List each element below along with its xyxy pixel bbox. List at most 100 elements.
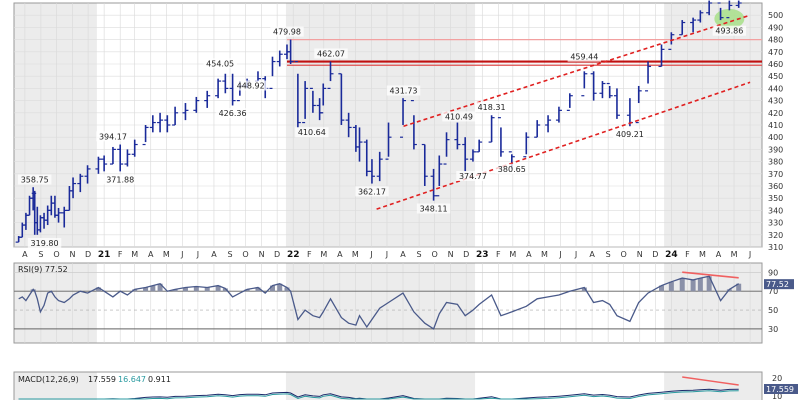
price-annotation: 348.11 (420, 205, 448, 214)
rsi-shaded-period (664, 263, 762, 343)
highlight-circle (714, 8, 745, 29)
macd-last-value-box (764, 384, 798, 394)
x-tick-label: M (163, 250, 170, 259)
x-tick-label: J (369, 250, 372, 259)
x-tick-label: N (637, 250, 643, 259)
x-tick-label: M (699, 250, 706, 259)
y-tick-label: 360 (768, 182, 783, 191)
price-annotation: 358.75 (21, 176, 49, 185)
rsi-y-tick-label: 70 (768, 287, 778, 296)
x-tick-label: 24 (665, 250, 678, 260)
rsi-shaded-period (285, 263, 476, 343)
x-tick-label: M (541, 250, 548, 259)
x-tick-label: O (242, 250, 248, 259)
x-tick-label: J (748, 250, 751, 259)
macd-label: MACD(12,26,9) (18, 375, 79, 384)
x-tick-label: M (731, 250, 738, 259)
price-annotation-bg (270, 26, 304, 37)
y-tick-label: 390 (768, 145, 783, 154)
rsi-last-value-box (764, 279, 794, 290)
x-tick-label: J (574, 250, 577, 259)
price-annotation: 409.21 (616, 130, 644, 139)
y-tick-label: 400 (768, 133, 783, 142)
price-annotation: 431.73 (390, 86, 418, 95)
rsi-y-tick-label: 30 (768, 325, 778, 334)
x-tick-label: A (211, 250, 217, 259)
x-tick-label: N (448, 250, 454, 259)
x-tick-label: S (417, 250, 422, 259)
price-annotation: 374.77 (459, 172, 487, 181)
price-annotation-bg (295, 127, 329, 138)
price-annotation: 319.80 (31, 239, 59, 248)
y-tick-label: 440 (768, 84, 783, 93)
rsi-y-tick-label: 50 (768, 306, 778, 315)
price-annotation-bg (442, 111, 476, 122)
macd-signal-value: 16.647 (118, 375, 146, 384)
macd-last-value: 17.559 (766, 385, 794, 394)
x-tick-label: J (558, 250, 561, 259)
x-tick-label: D (652, 250, 658, 259)
rsi-last-value: 77.52 (766, 280, 789, 289)
price-annotation: 418.31 (478, 103, 506, 112)
x-tick-label: M (320, 250, 327, 259)
rsi-label: RSI(9) 77.52 (18, 265, 68, 274)
y-tick-label: 410 (768, 121, 783, 130)
x-tick-label: A (400, 250, 406, 259)
x-tick-label: F (685, 250, 690, 259)
x-tick-label: A (526, 250, 532, 259)
y-tick-label: 370 (768, 170, 783, 179)
y-tick-label: 350 (768, 194, 783, 203)
macd-shaded-period (285, 372, 476, 400)
price-annotation: 426.36 (219, 109, 247, 118)
rsi-y-tick-label: 90 (768, 268, 778, 277)
x-tick-label: J (385, 250, 388, 259)
price-annotation: 462.07 (317, 49, 345, 58)
trend-line (376, 81, 751, 210)
price-annotation-bg (355, 186, 389, 197)
y-tick-label: 380 (768, 158, 783, 167)
price-annotation-bg (416, 203, 451, 214)
x-tick-label: A (22, 250, 28, 259)
y-tick-label: 430 (768, 97, 783, 106)
x-tick-label: M (131, 250, 138, 259)
x-tick-label: D (463, 250, 469, 259)
price-annotation: 380.65 (498, 165, 526, 174)
y-tick-label: 310 (768, 243, 783, 252)
x-tick-label: A (148, 250, 154, 259)
macd-divergence-line (682, 376, 739, 386)
y-tick-label: 320 (768, 231, 783, 240)
price-annotation: 448.92 (237, 82, 265, 91)
x-tick-label: O (53, 250, 59, 259)
price-annotation-bg (96, 131, 130, 142)
price-annotation-bg (103, 174, 137, 185)
x-tick-label: D (85, 250, 91, 259)
macd-shaded-period (664, 372, 762, 400)
price-annotation-bg (314, 48, 348, 59)
price-annotation-bg (474, 101, 509, 112)
price-annotation-bg (386, 85, 421, 96)
price-annotation-bg (234, 80, 268, 91)
price-annotation: 479.98 (273, 28, 301, 37)
macd-value: 17.559 (88, 375, 116, 384)
price-annotation-bg (456, 170, 490, 181)
x-tick-label: F (118, 250, 123, 259)
price-annotation: 410.49 (445, 112, 473, 121)
price-annotation: 371.88 (106, 176, 134, 185)
price-annotation: 493.86 (715, 27, 743, 36)
x-tick-label: J (196, 250, 199, 259)
rsi-line (18, 275, 740, 330)
x-tick-label: 22 (287, 250, 300, 260)
price-annotation: 362.17 (358, 187, 386, 196)
x-tick-label: S (606, 250, 611, 259)
y-tick-label: 500 (768, 11, 783, 20)
x-tick-label: M (352, 250, 359, 259)
x-tick-label: O (431, 250, 437, 259)
x-tick-label: F (307, 250, 312, 259)
macd-shaded-period (14, 372, 97, 400)
price-annotation-bg (27, 238, 62, 249)
price-annotation: 459.44 (570, 53, 598, 62)
y-tick-label: 490 (768, 23, 783, 32)
price-annotation-bg (495, 163, 529, 174)
